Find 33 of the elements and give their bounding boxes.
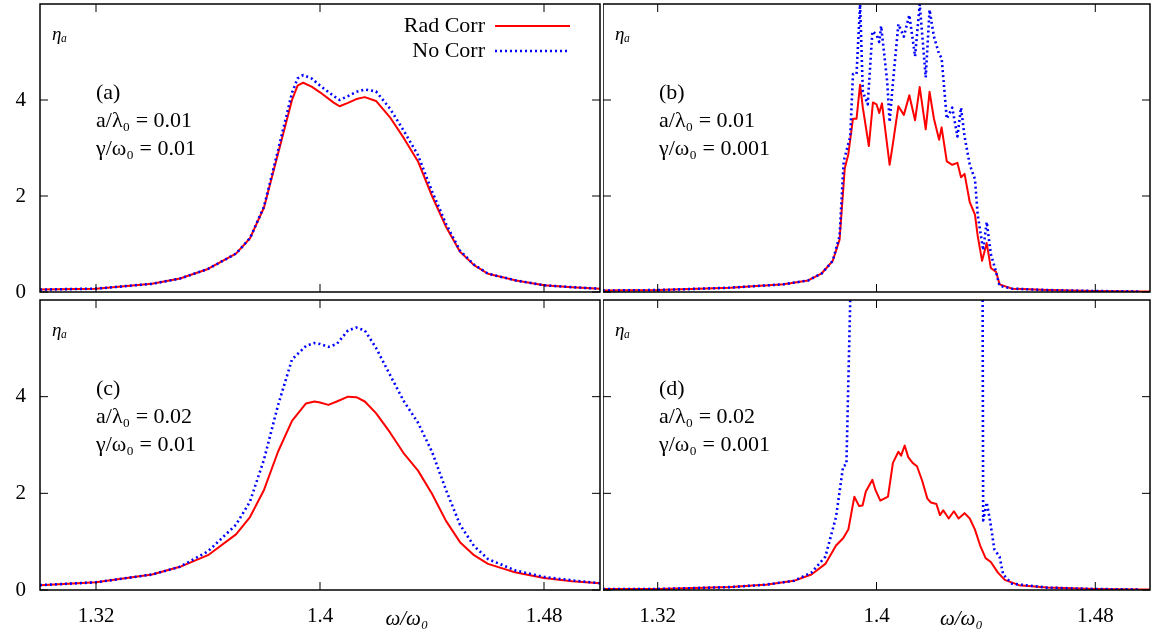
- x-tick-label: 1.4: [306, 603, 334, 628]
- x-axis-title: ω/ω₀: [939, 606, 983, 631]
- x-tick-label: 1.48: [525, 603, 563, 628]
- y-tick-label: 0: [15, 576, 26, 601]
- x-tick-label: 1.32: [77, 603, 115, 628]
- annotation: a/λ₀ = 0.02: [659, 403, 756, 428]
- x-tick-label: 1.48: [1076, 603, 1114, 628]
- annotation: γ/ω₀ = 0.001: [658, 431, 770, 456]
- y-tick-label: 4: [15, 383, 27, 408]
- y-tick-label: 0: [15, 278, 26, 303]
- annotation: a/λ₀ = 0.01: [659, 107, 756, 132]
- legend-label: Rad Corr: [403, 11, 486, 37]
- y-tick-label: 2: [15, 479, 26, 504]
- x-tick-label: 1.32: [639, 603, 677, 628]
- annotation: a/λ₀ = 0.02: [96, 403, 193, 428]
- annotation: a/λ₀ = 0.01: [96, 107, 193, 132]
- y-axis-title: ηₐ: [52, 319, 67, 340]
- annotation: γ/ω₀ = 0.01: [95, 135, 196, 160]
- annotation: γ/ω₀ = 0.01: [95, 431, 196, 456]
- annotation: γ/ω₀ = 0.001: [658, 135, 770, 160]
- x-axis-title: ω/ω₀: [385, 606, 429, 631]
- annotation: (b): [659, 79, 685, 104]
- line-series: [40, 326, 600, 587]
- y-axis-title: ηₐ: [615, 319, 630, 340]
- annotation: (d): [659, 375, 685, 400]
- annotation: (a): [96, 79, 121, 104]
- y-tick-label: 2: [15, 182, 26, 207]
- y-axis-title: ηₐ: [52, 23, 67, 44]
- annotation: (c): [96, 375, 121, 400]
- legend-label: No Corr: [412, 36, 486, 62]
- x-tick-label: 1.4: [863, 603, 891, 628]
- y-tick-label: 4: [15, 86, 27, 111]
- y-axis-title: ηₐ: [615, 23, 630, 44]
